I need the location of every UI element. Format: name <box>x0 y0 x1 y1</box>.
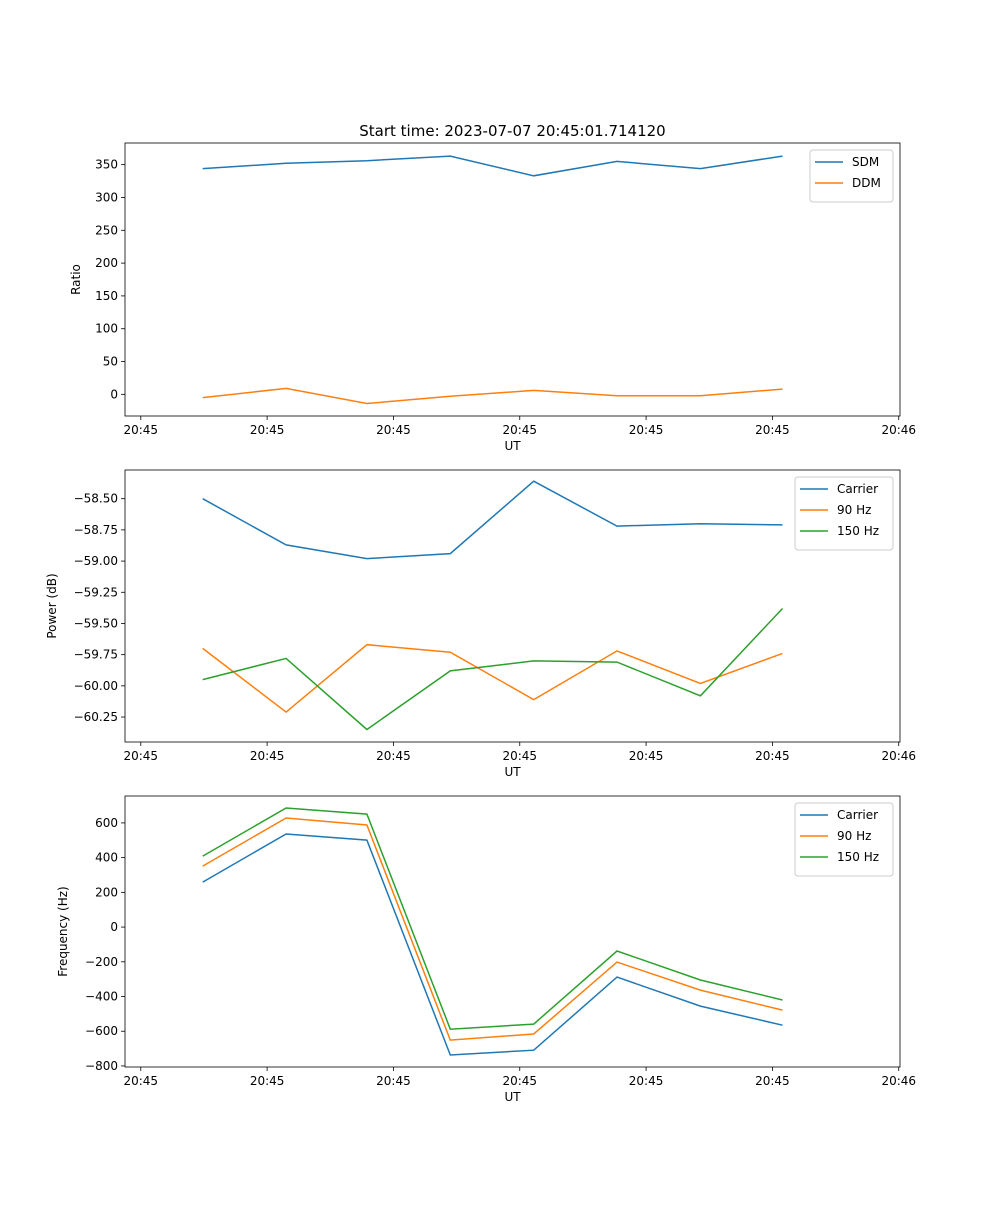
x-tick-label: 20:45 <box>502 1074 537 1088</box>
legend-label: DDM <box>852 176 881 190</box>
y-tick-label: −59.75 <box>74 648 118 662</box>
legend-label: 150 Hz <box>837 850 879 864</box>
y-axis-label: Frequency (Hz) <box>56 886 70 977</box>
x-tick-label: 20:46 <box>881 749 916 763</box>
legend-label: 90 Hz <box>837 829 871 843</box>
y-tick-label: −59.25 <box>74 585 118 599</box>
x-axis-label: UT <box>504 1090 521 1104</box>
x-tick-label: 20:45 <box>250 749 285 763</box>
y-tick-label: −200 <box>85 955 118 969</box>
series-line-90-hz <box>202 817 783 1041</box>
legend: Carrier 90 Hz 150 Hz <box>794 476 894 551</box>
subplot-2: 20:45 20:45 20:45 20:45 20:45 20:45 20:46 −60.2… <box>45 469 916 779</box>
legend-label: 90 Hz <box>837 503 871 517</box>
y-tick-label: 200 <box>95 256 118 270</box>
y-tick-label: −60.25 <box>74 710 118 724</box>
x-tick-label: 20:45 <box>376 1074 411 1088</box>
legend: Carrier 90 Hz 150 Hz <box>794 802 894 877</box>
y-tick-label: 250 <box>95 223 118 237</box>
x-tick-label: 20:45 <box>755 423 790 437</box>
y-tick-label: −59.50 <box>74 616 118 630</box>
x-tick-label: 20:45 <box>502 749 537 763</box>
series-line-150-hz <box>202 807 783 1030</box>
y-tick-label: 400 <box>95 851 118 865</box>
x-tick-label: 20:45 <box>376 423 411 437</box>
y-tick-label: −58.75 <box>74 523 118 537</box>
y-tick-label: 600 <box>95 816 118 830</box>
series-line-150-hz <box>202 607 784 731</box>
legend-label: 150 Hz <box>837 524 879 538</box>
y-tick-label: −600 <box>85 1024 118 1038</box>
x-tick-label: 20:45 <box>755 749 790 763</box>
legend-label: Carrier <box>837 808 878 822</box>
series-line-carrier <box>202 833 783 1056</box>
series-line-90-hz <box>202 643 783 714</box>
series-line-carrier <box>202 480 783 560</box>
axes-frame <box>124 795 901 1068</box>
axes-frame <box>124 469 901 743</box>
axes-frame <box>124 142 901 417</box>
y-tick-label: 50 <box>103 355 118 369</box>
y-tick-label: 300 <box>95 190 118 204</box>
y-tick-label: −800 <box>85 1059 118 1073</box>
y-tick-label: 150 <box>95 289 118 303</box>
y-axis-label: Ratio <box>69 264 83 295</box>
legend-label: Carrier <box>837 482 878 496</box>
x-axis-label: UT <box>504 439 521 453</box>
series-line-ddm <box>202 387 783 405</box>
x-tick-label: 20:45 <box>502 423 537 437</box>
x-tick-label: 20:45 <box>629 423 664 437</box>
x-tick-label: 20:45 <box>755 1074 790 1088</box>
x-tick-label: 20:45 <box>123 423 158 437</box>
x-tick-label: 20:45 <box>629 1074 664 1088</box>
y-tick-label: −400 <box>85 990 118 1004</box>
chart-title: Start time: 2023-07-07 20:45:01.714120 <box>359 122 665 140</box>
x-tick-label: 20:46 <box>881 423 916 437</box>
y-tick-label: −60.00 <box>74 679 118 693</box>
y-tick-label: 200 <box>95 885 118 899</box>
y-tick-label: 100 <box>95 322 118 336</box>
y-tick-label: 0 <box>110 387 118 401</box>
y-axis-label: Power (dB) <box>45 573 59 638</box>
y-tick-label: 350 <box>95 158 118 172</box>
y-tick-label: 0 <box>110 920 118 934</box>
x-tick-label: 20:45 <box>250 1074 285 1088</box>
subplot-3: 20:45 20:45 20:45 20:45 20:45 20:45 20:46 −800 −… <box>56 795 916 1104</box>
x-tick-label: 20:45 <box>250 423 285 437</box>
legend-label: SDM <box>852 155 879 169</box>
y-tick-label: −58.50 <box>74 492 118 506</box>
subplot-1: Start time: 2023-07-07 20:45:01.714120 20… <box>69 122 916 453</box>
x-tick-label: 20:45 <box>629 749 664 763</box>
x-tick-label: 20:46 <box>881 1074 916 1088</box>
x-tick-label: 20:45 <box>123 1074 158 1088</box>
x-tick-label: 20:45 <box>376 749 411 763</box>
x-tick-label: 20:45 <box>123 749 158 763</box>
x-axis-label: UT <box>504 765 521 779</box>
legend: SDM DDM <box>809 149 894 203</box>
y-tick-label: −59.00 <box>74 554 118 568</box>
series-line-sdm <box>202 155 783 177</box>
legend-box <box>809 149 894 203</box>
